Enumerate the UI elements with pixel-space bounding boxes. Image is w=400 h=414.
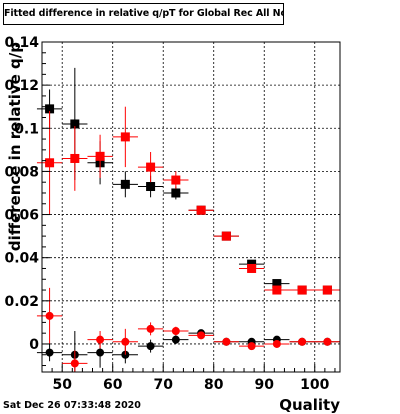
series-circle-red <box>36 287 340 372</box>
y-tick-label: 0.14 <box>4 35 39 51</box>
data-point <box>272 279 282 289</box>
x-tick-label: 80 <box>204 377 224 393</box>
data-point <box>322 285 332 295</box>
data-point <box>70 153 80 163</box>
data-point <box>272 339 281 348</box>
data-point <box>45 158 55 168</box>
data-point <box>146 342 155 351</box>
data-point <box>196 205 206 215</box>
y-tick-label: 0 <box>29 337 39 353</box>
data-point <box>45 104 55 114</box>
x-tick-label: 60 <box>103 377 123 393</box>
data-point <box>146 182 156 192</box>
y-tick-label: 0.06 <box>4 208 39 224</box>
data-point <box>297 285 307 295</box>
data-point <box>120 179 130 189</box>
y-tick-label: 0.1 <box>14 121 39 137</box>
data-point <box>222 337 231 346</box>
x-tick-label: 100 <box>300 377 329 393</box>
data-point <box>197 331 206 340</box>
data-point <box>70 119 80 129</box>
y-axis-label: difference in relative q/p <box>6 42 24 251</box>
data-point <box>171 175 181 185</box>
data-point <box>95 151 105 161</box>
data-point <box>70 359 79 368</box>
data-point <box>146 162 156 172</box>
data-point <box>146 324 155 333</box>
data-point <box>96 348 105 357</box>
y-tick-label: 0.08 <box>4 164 39 180</box>
data-point <box>272 285 282 295</box>
plot-frame <box>41 41 341 373</box>
x-tick-label: 70 <box>153 377 173 393</box>
grid <box>42 41 340 372</box>
y-tick-label: 0.04 <box>4 251 39 267</box>
data-point <box>120 132 130 142</box>
data-point <box>247 342 256 351</box>
x-tick-label: 90 <box>254 377 274 393</box>
x-tick-label: 50 <box>52 377 72 393</box>
y-tick-label: 0.12 <box>4 78 39 94</box>
data-point <box>171 335 180 344</box>
data-point <box>45 311 54 320</box>
data-point <box>247 263 257 273</box>
data-point <box>171 327 180 336</box>
data-point <box>323 337 332 346</box>
data-point <box>96 335 105 344</box>
y-tick-label: 0.02 <box>4 294 39 310</box>
chart-title: Fitted difference in relative q/pT for G… <box>3 3 284 25</box>
x-axis-label: Quality <box>279 396 340 414</box>
series-square-red <box>36 106 340 295</box>
data-point <box>45 348 54 357</box>
data-point <box>221 231 231 241</box>
data-point <box>298 337 307 346</box>
data-point <box>121 337 130 346</box>
data-point <box>171 188 181 198</box>
data-series <box>36 67 340 372</box>
axes: 50 60 70 80 90 100 0 0.02 0.04 0.06 0.08 0.1 0.12 0.1… <box>4 35 336 393</box>
series-square-black <box>36 67 340 295</box>
datestamp: Sat Dec 26 07:33:48 2020 <box>3 400 141 411</box>
